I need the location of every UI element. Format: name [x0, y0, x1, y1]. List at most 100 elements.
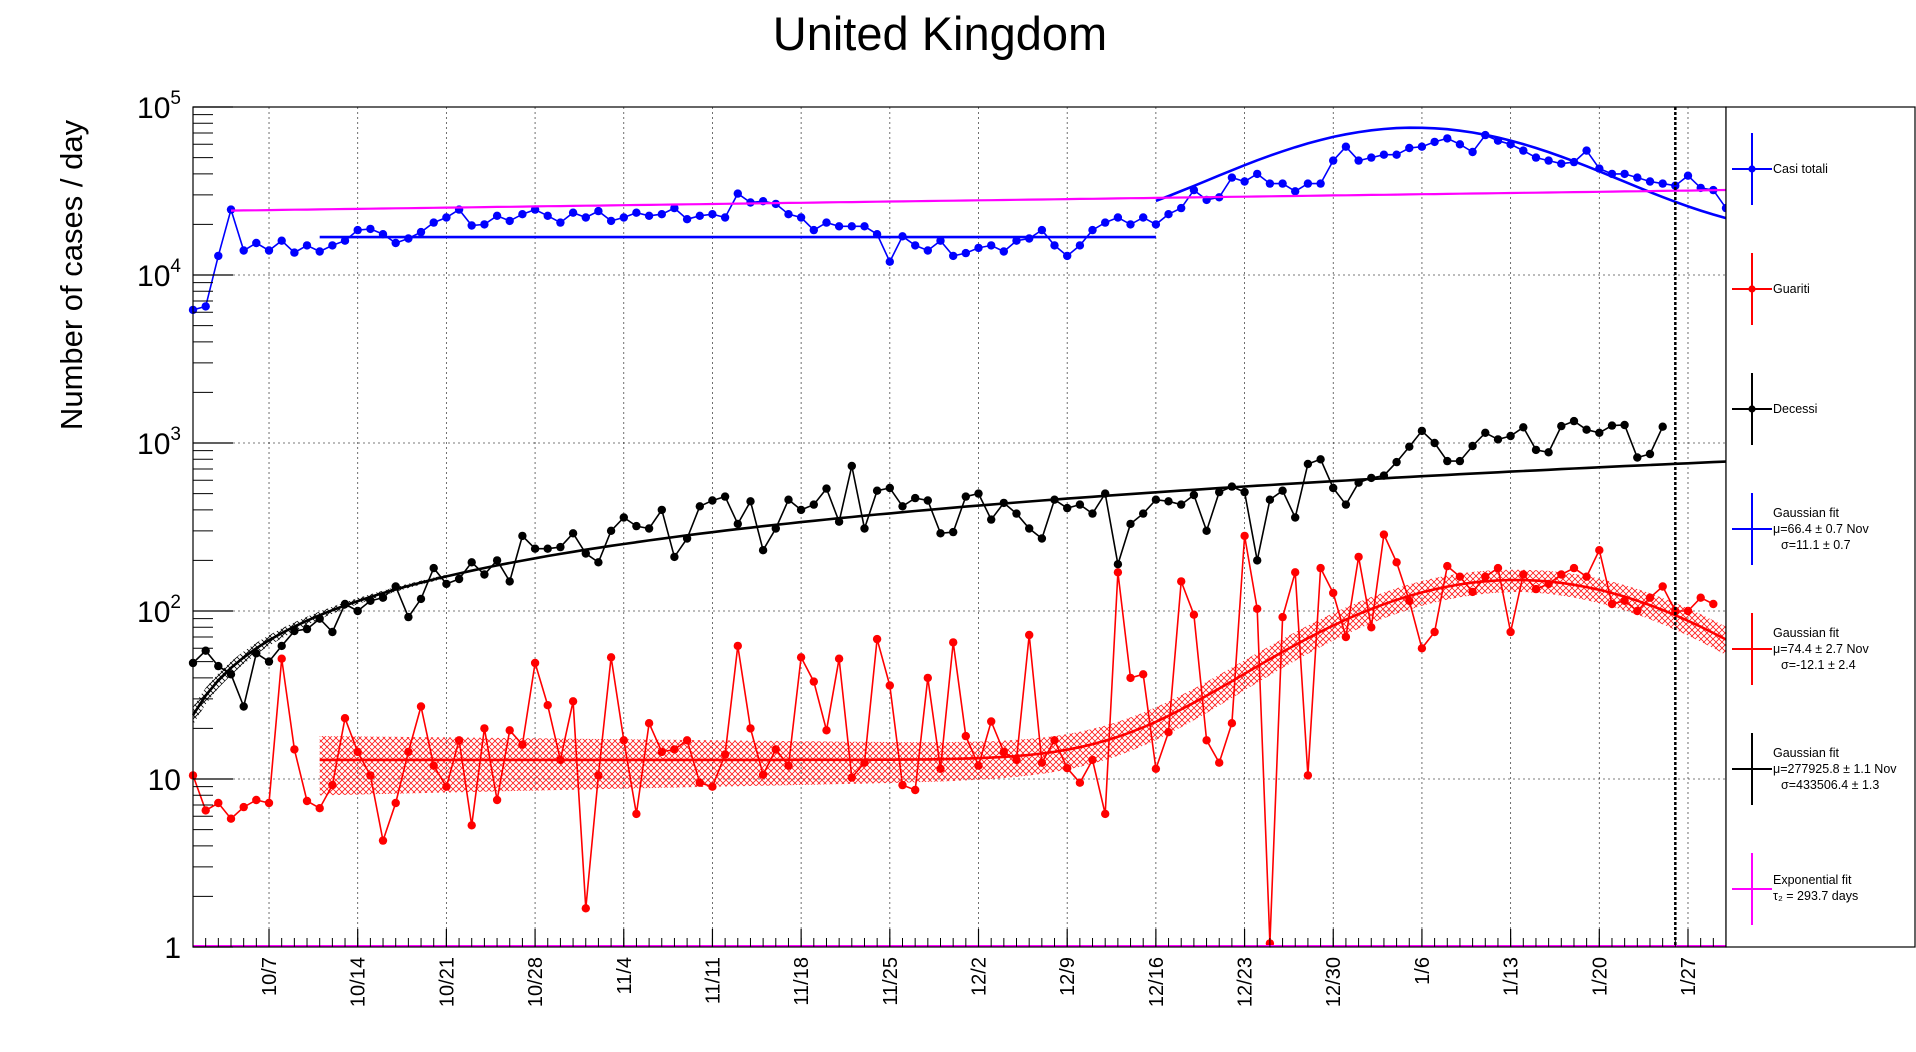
- data-point: [1379, 530, 1389, 539]
- data-point: [1620, 596, 1629, 605]
- legend-label-line2: μ=74.4 ± 2.7 Nov: [1773, 642, 1869, 656]
- legend-entry: Casi totali: [1732, 133, 1828, 205]
- casi-gaussian-fit: [1155, 126, 1803, 233]
- data-point: [606, 216, 616, 226]
- data-point: [784, 210, 793, 219]
- x-tick-label: 1/27: [1678, 957, 1700, 996]
- data-point: [530, 658, 540, 668]
- data-point: [404, 747, 413, 757]
- data-point: [949, 251, 958, 261]
- data-point: [404, 234, 413, 243]
- legend-entry: Gaussian fit μ=277925.8 ± 1.1 Nov σ=433506…: [1732, 733, 1897, 805]
- data-point: [936, 236, 945, 245]
- y-axis-label: Number of cases / day: [54, 119, 89, 430]
- guariti-gaussian-fit: [319, 578, 1803, 762]
- data-point: [885, 681, 894, 690]
- data-point: [974, 243, 983, 253]
- data-point: [1367, 623, 1376, 632]
- data-point: [1481, 572, 1490, 581]
- data-point: [708, 782, 717, 791]
- data-point: [1025, 524, 1034, 533]
- data-point: [214, 798, 223, 808]
- data-point: [822, 218, 831, 227]
- data-point: [1683, 606, 1693, 616]
- x-tick-label: 11/25: [880, 957, 902, 1006]
- data-point: [657, 505, 666, 515]
- legend-label: Casi totali: [1773, 162, 1828, 176]
- data-point: [796, 505, 806, 515]
- data-point: [1430, 438, 1439, 448]
- data-point: [1012, 236, 1021, 245]
- data-point: [1519, 570, 1528, 579]
- data-point: [834, 222, 844, 231]
- data-point: [1519, 423, 1528, 432]
- y-tick-base: 10: [137, 260, 170, 293]
- data-point: [277, 236, 286, 245]
- data-point: [1607, 421, 1617, 430]
- data-point: [847, 461, 856, 471]
- legend-label: Gaussian fit: [1773, 746, 1840, 760]
- data-point: [581, 549, 590, 558]
- data-point: [1240, 531, 1249, 541]
- data-point: [606, 526, 616, 535]
- data-point: [1151, 764, 1161, 773]
- legend-label-line2: μ=66.4 ± 0.7 Nov: [1773, 522, 1869, 536]
- data-point: [1443, 561, 1452, 571]
- data-point: [1329, 156, 1338, 165]
- data-point: [1354, 156, 1363, 165]
- data-point: [353, 747, 362, 757]
- data-point: [1595, 546, 1604, 555]
- data-point: [632, 521, 641, 531]
- data-point: [1468, 147, 1477, 157]
- data-point: [1303, 771, 1313, 780]
- data-point: [1189, 610, 1199, 619]
- data-point: [1341, 632, 1351, 642]
- data-point: [1658, 582, 1667, 591]
- data-point: [1139, 213, 1148, 222]
- data-point: [809, 225, 818, 235]
- data-point: [1139, 670, 1148, 679]
- legend-marker: [1748, 405, 1756, 413]
- data-point: [771, 524, 780, 533]
- data-point: [1303, 459, 1313, 469]
- data-point: [822, 484, 831, 493]
- data-point: [1164, 497, 1173, 506]
- data-point: [1177, 500, 1186, 509]
- data-point: [606, 653, 616, 662]
- data-point: [1240, 177, 1249, 186]
- data-point: [987, 717, 996, 726]
- data-point: [1075, 500, 1085, 509]
- data-point: [1531, 445, 1541, 455]
- data-point: [556, 542, 565, 552]
- x-tick-label: 12/16: [1146, 957, 1168, 1007]
- legend-marker: [1748, 165, 1756, 173]
- data-point: [1493, 435, 1503, 444]
- data-point: [1202, 736, 1211, 745]
- data-point: [1037, 758, 1047, 767]
- legend-label-line3: σ=433506.4 ± 1.3: [1781, 778, 1879, 792]
- data-point: [1557, 159, 1566, 168]
- series: [188, 130, 1743, 948]
- data-point: [290, 745, 299, 754]
- x-tick-label: 1/20: [1589, 957, 1611, 996]
- data-point: [429, 218, 438, 227]
- data-point: [252, 795, 261, 805]
- data-point: [480, 220, 489, 229]
- data-point: [1278, 486, 1287, 495]
- data-point: [1050, 241, 1059, 250]
- data-point: [1265, 495, 1275, 504]
- data-point: [949, 527, 958, 537]
- data-point: [226, 670, 236, 679]
- data-point: [328, 241, 337, 250]
- data-point: [619, 213, 628, 222]
- data-point: [999, 247, 1008, 256]
- series-guariti: [188, 530, 1718, 948]
- data-point: [898, 502, 907, 511]
- data-point: [416, 702, 426, 711]
- data-point: [505, 216, 514, 226]
- data-point: [1392, 150, 1401, 159]
- legend-label: Guariti: [1773, 282, 1810, 296]
- data-point: [1683, 171, 1693, 180]
- data-point: [1557, 570, 1566, 579]
- data-point: [670, 203, 679, 213]
